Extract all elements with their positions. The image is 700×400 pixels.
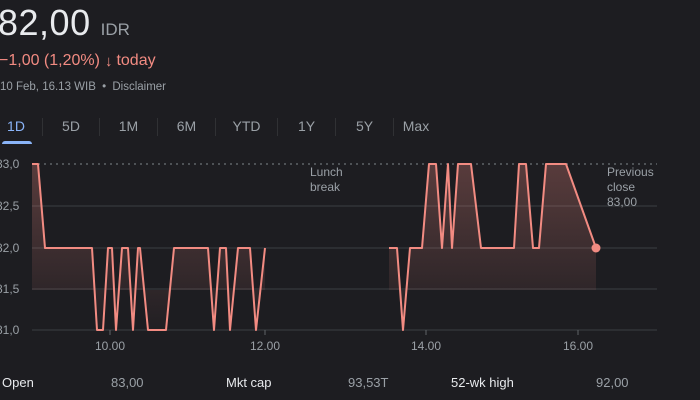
x-label-12: 12.00: [249, 339, 281, 353]
lunch-break-line1: Lunch: [310, 165, 343, 179]
price-change: −1,00 (1,20%) ↓ today: [0, 52, 156, 70]
afternoon-price-line: [389, 163, 597, 331]
x-ticks: [109, 330, 579, 335]
prev-close-line2: close: [607, 180, 636, 194]
tab-divider: [157, 118, 158, 136]
tab-divider: [215, 118, 216, 136]
lunch-break-annotation: Lunch break: [310, 165, 343, 195]
stat-open-value: 83,00: [111, 375, 144, 390]
stat-mktcap-label: Mkt cap: [226, 375, 272, 390]
previous-close-annotation: Previous close 83,00: [607, 165, 654, 210]
tab-1d[interactable]: 1D: [0, 112, 32, 144]
last-price-dot: [591, 243, 601, 253]
currency-code: IDR: [100, 20, 130, 39]
stat-52wk-high-value: 92,00: [596, 375, 629, 390]
tab-divider: [393, 118, 394, 136]
prev-close-value: 83,00: [607, 195, 638, 209]
y-label-81-5: 81,5: [0, 282, 20, 296]
current-price: 82,00: [0, 2, 91, 43]
timestamp: 10 Feb, 16.13 WIB: [0, 81, 96, 93]
y-label-82-5: 82,5: [0, 199, 20, 213]
tab-max[interactable]: Max: [402, 118, 430, 134]
y-label-81: 81,0: [0, 323, 20, 337]
price-header: 82,00 IDR: [0, 2, 130, 44]
quote-meta: 10 Feb, 16.13 WIB • Disclaimer: [0, 81, 166, 93]
tab-1m[interactable]: 1M: [118, 118, 139, 134]
x-label-16: 16.00: [562, 339, 594, 353]
tab-ytd[interactable]: YTD: [232, 118, 261, 134]
range-tabs: 1D 5D 1M 6M YTD 1Y 5Y Max: [0, 112, 438, 144]
change-amount: −1,00 (1,20%): [0, 52, 100, 69]
lunch-break-line2: break: [310, 180, 341, 194]
change-period: today: [116, 52, 156, 69]
x-label-14: 14.00: [410, 339, 442, 353]
tab-1y[interactable]: 1Y: [297, 118, 316, 134]
tab-divider: [277, 118, 278, 136]
y-label-82: 82,0: [0, 241, 20, 255]
tab-divider: [42, 118, 43, 136]
afternoon-area-fill: [389, 164, 596, 330]
price-chart[interactable]: [0, 150, 700, 350]
morning-area-fill: [32, 164, 265, 330]
y-label-83: 83,0: [0, 157, 20, 171]
prev-close-line1: Previous: [607, 165, 654, 179]
disclaimer-link[interactable]: Disclaimer: [112, 81, 166, 93]
stat-52wk-high-label: 52-wk high: [451, 375, 514, 390]
separator-dot: •: [102, 81, 107, 93]
arrow-down-icon: ↓: [104, 52, 113, 70]
x-label-10: 10.00: [94, 339, 126, 353]
tab-divider: [99, 118, 100, 136]
stat-mktcap-value: 93,53T: [348, 375, 389, 390]
tab-divider: [335, 118, 336, 136]
stat-open-label: Open: [2, 375, 34, 390]
tab-5y[interactable]: 5Y: [355, 118, 374, 134]
tab-5d[interactable]: 5D: [62, 118, 80, 134]
tab-6m[interactable]: 6M: [176, 118, 197, 134]
morning-price-line: [32, 163, 266, 331]
